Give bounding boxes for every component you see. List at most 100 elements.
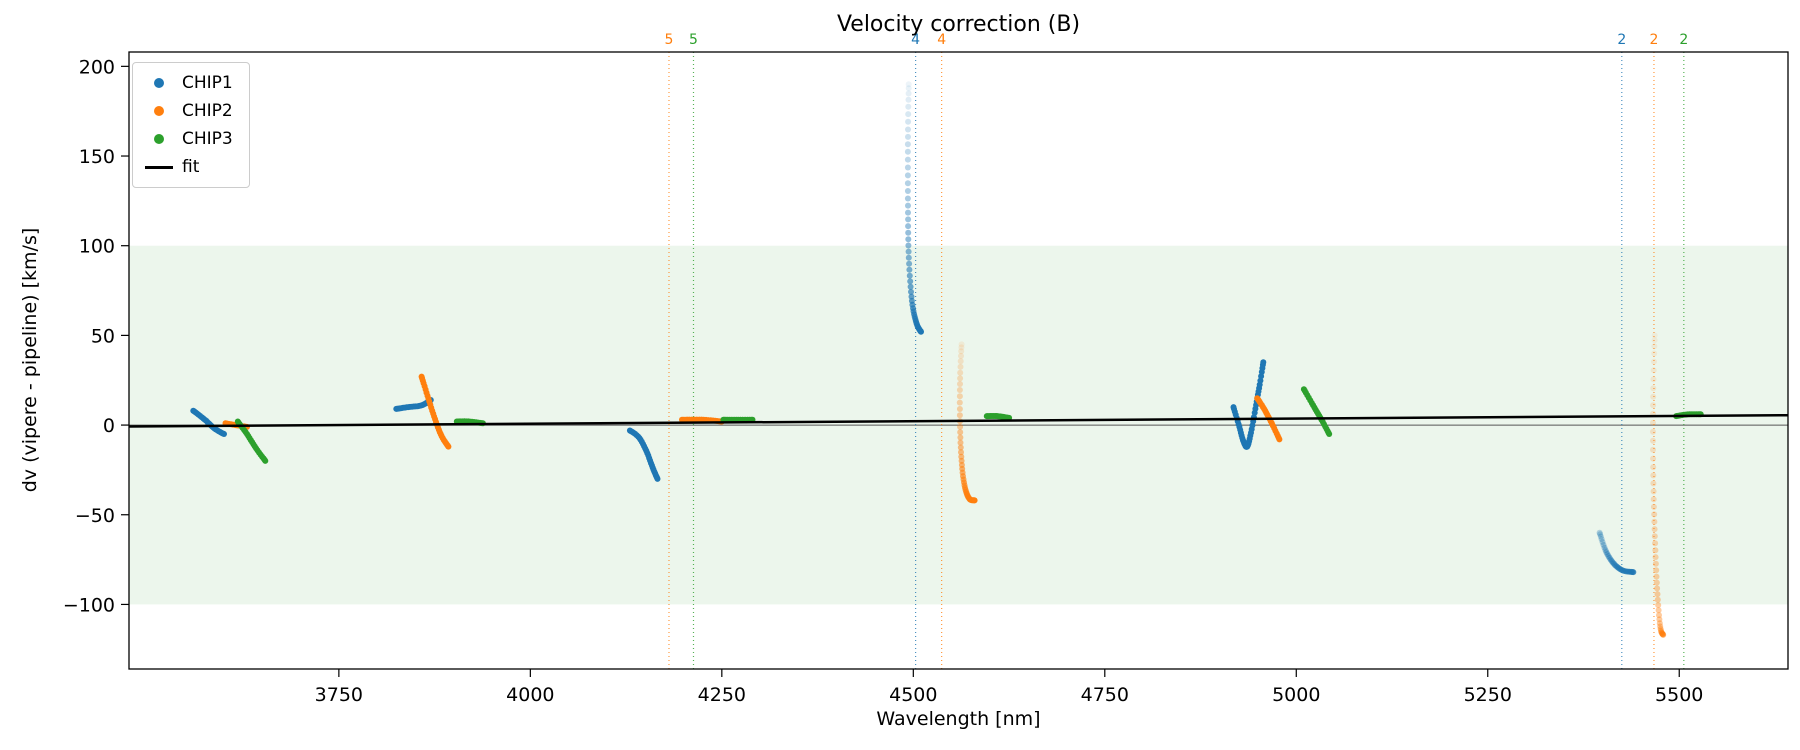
data-point-chip1 [905, 103, 912, 110]
data-point-chip3 [1326, 431, 1333, 437]
data-point-chip2 [1650, 464, 1657, 471]
data-point-chip1 [905, 209, 911, 216]
legend-item-chip3: CHIP3 [145, 129, 233, 149]
data-point-chip2 [1650, 480, 1657, 487]
data-point-chip2 [956, 406, 963, 412]
legend-item-chip1: CHIP1 [145, 73, 233, 93]
data-point-chip2 [956, 393, 963, 400]
data-point-chip1 [1597, 533, 1604, 540]
data-point-chip2 [1651, 511, 1658, 518]
x-tick-label: 3750 [315, 684, 363, 706]
y-tick-label: 150 [79, 146, 115, 168]
chip2-marker-icon [154, 106, 164, 116]
data-point-chip1 [905, 96, 912, 103]
data-point-chip2 [957, 444, 964, 451]
order-marker-label: 5 [665, 32, 674, 48]
data-point-chip1 [1596, 529, 1603, 536]
data-point-chip1 [905, 90, 912, 97]
data-point-chip1 [1630, 569, 1637, 576]
data-point-chip1 [904, 180, 911, 187]
data-point-chip2 [957, 375, 964, 382]
data-point-chip2 [956, 387, 963, 393]
data-point-chip2 [958, 348, 965, 355]
data-point-chip2 [1650, 393, 1657, 400]
data-point-chip1 [905, 111, 912, 118]
data-point-chip2 [1660, 631, 1667, 638]
data-point-chip1 [221, 431, 227, 437]
data-point-chip1 [905, 242, 912, 249]
data-point-chip2 [1650, 503, 1657, 510]
data-point-chip2 [1657, 625, 1664, 632]
data-point-chip2 [1653, 579, 1660, 586]
x-tick-label: 5500 [1655, 684, 1703, 706]
y-tick-label: −50 [75, 505, 115, 527]
legend-label-chip3: CHIP3 [182, 129, 233, 149]
legend-swatch-wrap [145, 78, 173, 88]
data-point-chip2 [957, 429, 964, 436]
data-point-chip1 [905, 216, 912, 223]
legend-swatch-wrap [145, 106, 173, 116]
data-point-chip1 [905, 133, 911, 140]
x-axis-label: Wavelength [nm] [876, 708, 1041, 730]
data-point-chip1 [1260, 359, 1267, 366]
data-point-chip2 [1650, 455, 1657, 462]
data-point-chip1 [904, 141, 911, 148]
legend: CHIP1 CHIP2 CHIP3 fit [132, 62, 250, 188]
data-point-chip1 [907, 283, 914, 290]
data-point-chip2 [956, 412, 963, 419]
data-point-chip1 [1597, 531, 1604, 538]
data-point-chip2 [958, 341, 965, 348]
data-point-chip2 [1650, 376, 1657, 383]
data-point-chip2 [1656, 616, 1663, 623]
legend-label-chip1: CHIP1 [182, 73, 233, 93]
x-tick-label: 4500 [889, 684, 937, 706]
data-point-chip2 [1655, 602, 1662, 609]
data-point-chip1 [904, 172, 911, 179]
axes-frame [128, 51, 1789, 670]
fit-line-icon [145, 165, 173, 169]
order-marker-label: 4 [911, 32, 920, 48]
data-point-chip2 [1652, 547, 1659, 554]
data-point-chip3 [262, 457, 269, 464]
data-point-chip1 [1600, 541, 1607, 548]
data-point-chip2 [1651, 350, 1658, 357]
data-point-chip2 [956, 399, 963, 406]
y-axis-label: dv (vipere - pipeline) [km/s] [19, 227, 41, 493]
data-point-chip2 [957, 381, 963, 387]
x-tick-label: 5000 [1272, 684, 1320, 706]
legend-item-fit: fit [145, 157, 233, 177]
x-tick-label: 4000 [506, 684, 554, 706]
data-point-chip2 [957, 439, 964, 446]
x-tick-label: 5250 [1464, 684, 1512, 706]
data-point-chip2 [1654, 596, 1661, 603]
y-tick-label: 0 [103, 415, 115, 437]
x-tick-label: 4750 [1081, 684, 1129, 706]
data-point-chip2 [1651, 358, 1657, 365]
data-point-chip2 [958, 353, 964, 359]
legend-swatch-wrap [145, 165, 173, 169]
data-point-chip1 [918, 328, 924, 335]
order-marker-label: 2 [1650, 32, 1659, 48]
data-point-chip2 [1650, 428, 1656, 435]
data-point-chip1 [904, 148, 911, 155]
data-point-chip2 [1652, 554, 1659, 561]
data-point-chip2 [1656, 620, 1663, 627]
data-point-chip1 [906, 266, 913, 273]
data-point-chip1 [904, 156, 911, 163]
data-point-chip2 [957, 363, 964, 370]
data-point-chip1 [1604, 551, 1611, 558]
chip3-marker-icon [154, 134, 164, 144]
data-point-chip1 [654, 475, 661, 482]
data-point-chip2 [1650, 488, 1657, 495]
data-point-chip2 [445, 443, 452, 450]
data-point-chip2 [1653, 573, 1660, 580]
data-point-chip1 [1599, 539, 1606, 545]
chip1-marker-icon [154, 78, 164, 88]
data-point-chip2 [1276, 436, 1283, 443]
data-point-chip2 [957, 369, 964, 376]
data-point-chip1 [908, 293, 915, 300]
data-point-chip2 [1650, 402, 1657, 409]
data-point-chip2 [1650, 437, 1656, 444]
data-point-chip2 [1650, 385, 1657, 392]
chart-title: Velocity correction (B) [836, 12, 1081, 37]
